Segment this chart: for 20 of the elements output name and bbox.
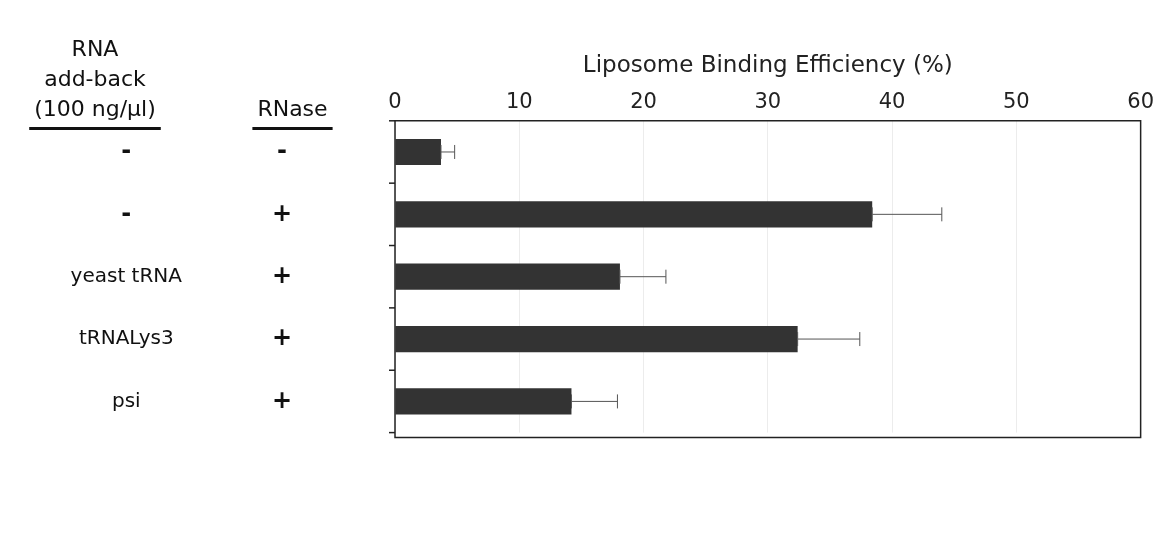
x-tick-label: 20 <box>630 88 657 113</box>
y2-tick-label: yeast tRNA <box>70 262 183 287</box>
x-axis-title: Liposome Binding Efficiency (%) <box>582 50 953 77</box>
text: RNase <box>257 95 328 121</box>
y-tick-label: + <box>271 260 292 289</box>
x-tick-label: 50 <box>1003 88 1030 113</box>
y-tick-label: + <box>271 198 292 227</box>
x-tick-label: 60 <box>1127 88 1155 113</box>
y2-tick-label: - <box>121 136 132 165</box>
y-tick-label: + <box>271 323 292 352</box>
y-tick-label: - <box>276 136 287 165</box>
y-tick-label: + <box>271 385 292 414</box>
y2-tick-label: psi <box>111 387 141 412</box>
x-tick-label: 10 <box>505 88 533 113</box>
x-tick-label: 30 <box>754 88 782 113</box>
x-tick-label: 40 <box>878 88 906 113</box>
y2-tick-label: tRNALys3 <box>78 325 174 350</box>
y2-tick-label: - <box>121 198 132 227</box>
text: RNA add-back (100 ng/µl) <box>34 35 156 121</box>
x-tick-label: 0 <box>388 88 402 113</box>
